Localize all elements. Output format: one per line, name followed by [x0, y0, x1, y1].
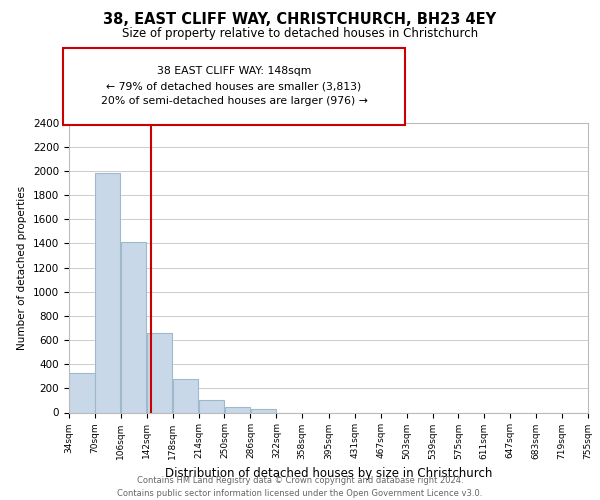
Text: Size of property relative to detached houses in Christchurch: Size of property relative to detached ho…	[122, 28, 478, 40]
Bar	[199, 400, 224, 412]
Bar	[121, 242, 146, 412]
Text: 38, EAST CLIFF WAY, CHRISTCHURCH, BH23 4EY: 38, EAST CLIFF WAY, CHRISTCHURCH, BH23 4…	[103, 12, 497, 28]
Text: Contains HM Land Registry data © Crown copyright and database right 2024.
Contai: Contains HM Land Registry data © Crown c…	[118, 476, 482, 498]
Bar	[147, 334, 172, 412]
Bar	[95, 174, 121, 412]
Text: 38 EAST CLIFF WAY: 148sqm
← 79% of detached houses are smaller (3,813)
20% of se: 38 EAST CLIFF WAY: 148sqm ← 79% of detac…	[101, 66, 367, 106]
Bar	[251, 409, 276, 412]
X-axis label: Distribution of detached houses by size in Christchurch: Distribution of detached houses by size …	[165, 467, 492, 480]
Bar	[225, 407, 250, 412]
Bar	[70, 373, 95, 412]
Y-axis label: Number of detached properties: Number of detached properties	[17, 186, 28, 350]
Bar	[173, 378, 198, 412]
